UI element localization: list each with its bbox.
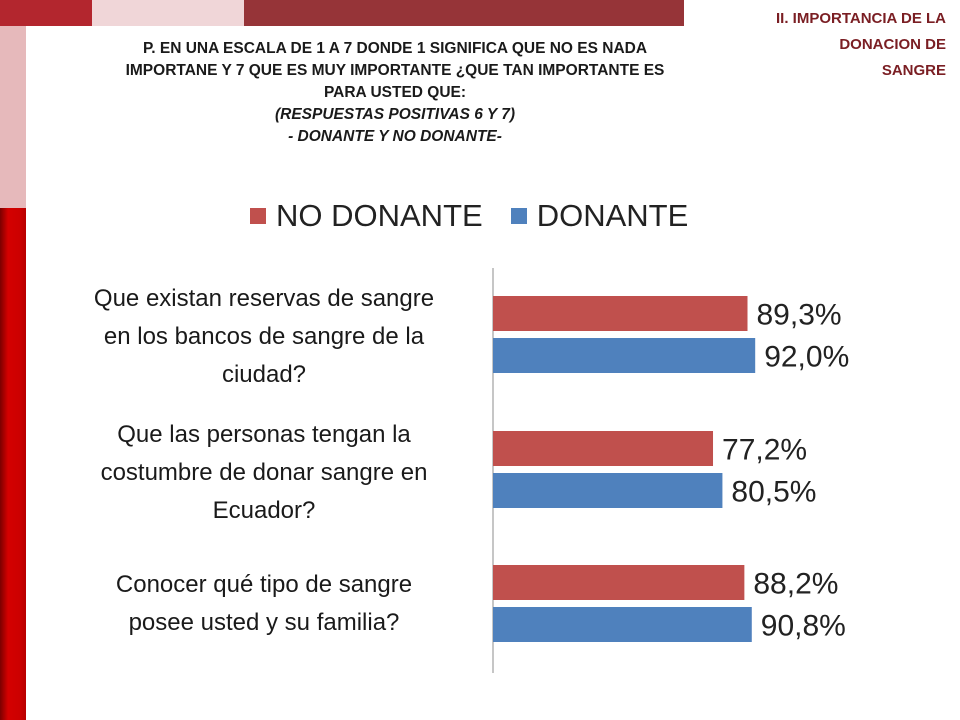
question-text: P. EN UNA ESCALA DE 1 A 7 DONDE 1 SIGNIF… — [40, 38, 750, 148]
legend-item-no-donante: NO DONANTE — [250, 198, 483, 234]
category-label-tipo-sangre: Conocer qué tipo de sangre posee usted y… — [50, 566, 478, 642]
data-label-no-donante-costumbre: 77,2% — [722, 434, 807, 467]
left-bar-pink — [0, 26, 26, 208]
question-line: IMPORTANE Y 7 QUE ES MUY IMPORTANTE ¿QUE… — [125, 62, 665, 79]
category-label-line: en los bancos de sangre de la — [103, 323, 425, 350]
bar-no-donante-reservas — [493, 296, 748, 331]
legend-swatch-donante — [510, 208, 527, 224]
data-label-donante-reservas: 92,0% — [764, 341, 849, 374]
question-subtitle: (RESPUESTAS POSITIVAS 6 Y 7) — [274, 106, 516, 123]
legend-swatch-no-donante — [250, 208, 266, 224]
data-label-no-donante-reservas: 89,3% — [757, 299, 842, 332]
section-label-line: DONACION DE — [839, 36, 946, 53]
legend-item-donante: DONANTE — [510, 198, 689, 234]
category-label-reservas: Que existan reservas de sangre en los ba… — [50, 280, 478, 394]
question-subtitle: - DONANTE Y NO DONANTE- — [288, 128, 502, 145]
category-label-costumbre: Que las personas tengan la costumbre de … — [50, 416, 478, 530]
data-label-no-donante-tipo-sangre: 88,2% — [753, 568, 838, 601]
section-label: II. IMPORTANCIA DE LA DONACION DE SANGRE — [700, 6, 946, 84]
category-label-line: costumbre de donar sangre en — [100, 459, 428, 486]
top-bar-maroon — [244, 0, 684, 26]
legend-label-no-donante: NO DONANTE — [276, 198, 483, 233]
top-bar-pink — [92, 0, 244, 26]
bar-donante-reservas — [493, 338, 756, 373]
category-label-line: ciudad? — [221, 361, 307, 388]
bar-donante-tipo-sangre — [493, 607, 752, 642]
bar-donante-costumbre — [493, 473, 723, 508]
question-line: P. EN UNA ESCALA DE 1 A 7 DONDE 1 SIGNIF… — [142, 40, 648, 57]
section-label-line: SANGRE — [881, 62, 946, 79]
question-line: PARA USTED QUE: — [323, 84, 467, 101]
top-bar-red — [0, 0, 92, 26]
bar-no-donante-tipo-sangre — [493, 565, 745, 600]
category-label-line: Que existan reservas de sangre — [93, 285, 435, 312]
bar-no-donante-costumbre — [493, 431, 714, 466]
chart-legend: NO DONANTE DONANTE — [250, 198, 716, 234]
legend-label-donante: DONANTE — [536, 198, 689, 233]
category-label-line: Que las personas tengan la — [117, 421, 411, 448]
category-label-line: posee usted y su familia? — [128, 609, 400, 636]
left-bar-red — [0, 208, 26, 720]
data-label-donante-tipo-sangre: 90,8% — [761, 610, 846, 643]
section-label-line: II. IMPORTANCIA DE LA — [776, 10, 946, 27]
category-label-line: Conocer qué tipo de sangre — [115, 571, 413, 598]
category-label-line: Ecuador? — [212, 497, 316, 524]
data-label-donante-costumbre: 80,5% — [731, 476, 816, 509]
